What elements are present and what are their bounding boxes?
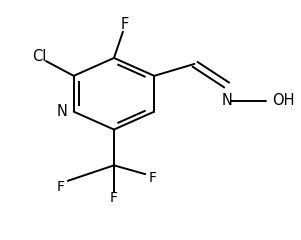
Text: F: F <box>110 191 118 204</box>
Text: F: F <box>120 17 129 32</box>
Text: N: N <box>57 104 68 119</box>
Text: OH: OH <box>272 93 294 108</box>
Text: Cl: Cl <box>32 49 47 64</box>
Text: F: F <box>149 171 157 186</box>
Text: N: N <box>222 93 233 108</box>
Text: F: F <box>56 180 64 194</box>
